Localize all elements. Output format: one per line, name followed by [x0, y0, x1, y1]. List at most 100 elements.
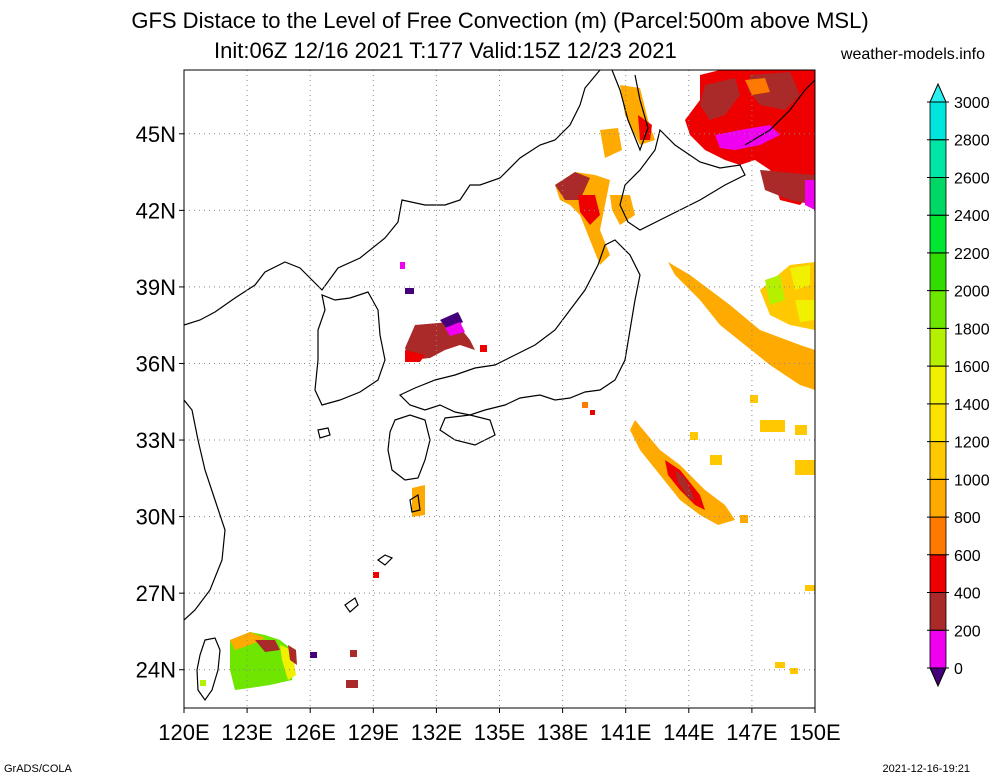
colorbar-swatch [929, 403, 947, 443]
field-patch [790, 668, 798, 674]
field-patch [405, 288, 414, 294]
field-patch [795, 460, 815, 475]
field-patch [480, 345, 487, 352]
coastline-island [409, 493, 421, 513]
latitude-tick-labels: 24N 27N 30N 33N 36N 39N 42N 45N [136, 122, 184, 683]
field-patch [405, 350, 425, 362]
y-tick-label: 33N [136, 428, 176, 453]
field-patch [200, 680, 206, 686]
colorbar-tick-label: 400 [954, 586, 981, 603]
coastline-island [317, 427, 331, 439]
coastline-sakhalin [611, 70, 649, 152]
y-tick-label: 30N [136, 505, 176, 530]
graticule [184, 70, 815, 708]
colorbar-swatch [929, 139, 947, 178]
software-credit: GrADS/COLA [4, 763, 72, 775]
y-tick-label: 27N [136, 581, 176, 606]
field-patch [795, 425, 807, 435]
field-patch [440, 312, 463, 330]
colorbar-swatch [929, 101, 947, 141]
y-tick-label: 45N [136, 122, 176, 147]
field-patch [710, 455, 722, 465]
field-patch [700, 78, 740, 120]
coastline [744, 79, 815, 146]
coastline-taiwan [196, 637, 221, 702]
y-tick-label: 39N [136, 275, 176, 300]
colorbar-tick-label: 800 [954, 510, 981, 527]
field-patch [638, 115, 652, 140]
field-patch [590, 410, 595, 415]
coastline [184, 399, 226, 621]
y-tick-label: 24N [136, 658, 176, 683]
colorbar-tick-label: 2800 [954, 133, 990, 150]
x-tick-label: 126E [285, 720, 336, 745]
field-patch [400, 262, 405, 269]
field-patch [288, 645, 297, 665]
x-tick-label: 132E [411, 720, 462, 745]
colorbar-swatch [929, 177, 947, 216]
field-patch [630, 420, 735, 525]
field-patch [750, 395, 758, 403]
field-patch [675, 470, 695, 500]
source-site-label: weather-models.info [840, 46, 985, 63]
x-tick-label: 147E [726, 720, 777, 745]
field-patch [555, 172, 590, 200]
colorbar-tick-label: 600 [954, 548, 981, 565]
colorbar-tick-label: 2000 [954, 284, 990, 301]
colorbar-tick-label: 1400 [954, 397, 990, 414]
colorbar-swatch [929, 441, 947, 480]
x-tick-label: 123E [221, 720, 272, 745]
map-background [184, 70, 815, 708]
field-patch [745, 78, 770, 95]
colorbar-bottom-arrow [929, 667, 947, 688]
field-patch [310, 652, 317, 658]
field-patch [230, 632, 295, 690]
field-patch [668, 262, 815, 390]
field-patch [600, 128, 622, 158]
coastline [184, 70, 601, 326]
y-tick-label: 42N [136, 198, 176, 223]
coastline-island [376, 554, 394, 566]
colorbar-swatch [929, 365, 947, 405]
chart-title: GFS Distace to the Level of Free Convect… [131, 8, 869, 33]
field-patch [760, 420, 785, 432]
field-patch [582, 402, 588, 408]
coastline-kyushu [387, 414, 431, 481]
colorbar-swatch [929, 214, 947, 254]
field-patch [445, 322, 465, 336]
field-patch [805, 585, 815, 591]
colorbar-swatch [929, 290, 947, 329]
coastline-honshu [398, 239, 641, 416]
x-tick-label: 144E [663, 720, 714, 745]
colorbar-tick-label: 0 [954, 661, 963, 678]
colorbar-tick-label: 1000 [954, 472, 990, 489]
x-tick-label: 141E [600, 720, 651, 745]
field-patch [775, 662, 785, 668]
field-patch [373, 572, 379, 578]
field-patch [790, 265, 810, 290]
colorbar-tick-label: 200 [954, 623, 981, 640]
colorbar-swatch [929, 629, 947, 669]
field-patch [805, 180, 815, 210]
colorbar-swatch [929, 592, 947, 631]
colorbar-swatch [929, 516, 947, 556]
colorbar-swatch [929, 327, 947, 367]
coastline-island [344, 597, 359, 613]
chart-subtitle: Init:06Z 12/16 2021 T:177 Valid:15Z 12/2… [214, 38, 677, 63]
x-tick-label: 150E [789, 720, 840, 745]
field-patch [795, 300, 815, 322]
coastline-korea [314, 291, 386, 406]
colorbar-swatch [929, 554, 947, 593]
field-patch [255, 640, 280, 652]
colorbar-tick-label: 1800 [954, 321, 990, 338]
field-patch [350, 650, 357, 657]
colorbar-tick-label: 1200 [954, 435, 990, 452]
field-patch [760, 170, 815, 205]
longitude-tick-labels: 120E 123E 126E 129E 132E 135E 138E 141E 144E 147E… [158, 708, 841, 745]
colorbar-tick-label: 1600 [954, 359, 990, 376]
colorbar-swatch [929, 478, 947, 518]
colorbar-tick-label: 2600 [954, 170, 990, 187]
y-tick-label: 36N [136, 351, 176, 376]
colorbar-tick-label: 2200 [954, 246, 990, 263]
